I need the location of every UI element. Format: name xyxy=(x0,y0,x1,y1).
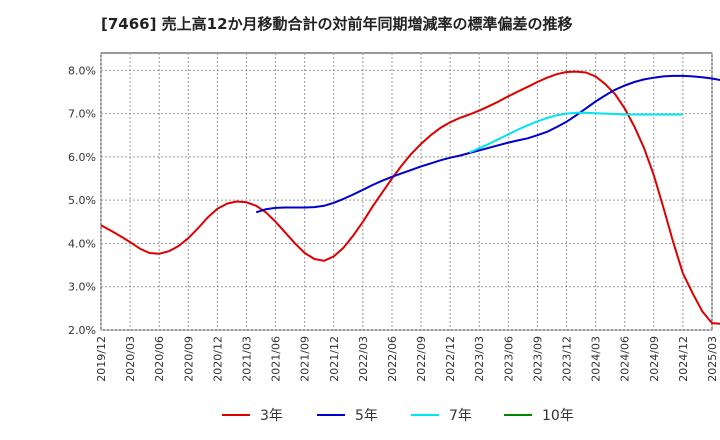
x-tick-label: 2020/12 xyxy=(211,336,224,382)
x-axis: 2019/12 2020/03 2020/06 2020/09 2020/12 2021/… xyxy=(95,336,719,382)
series-line-2 xyxy=(469,111,683,154)
series-lines xyxy=(100,70,720,325)
x-tick-label: 2022/12 xyxy=(444,336,457,382)
y-axis: 2.0% 3.0% 4.0% 5.0% 6.0% 7.0% 8.0% xyxy=(68,64,96,337)
y-tick-label: 5.0% xyxy=(68,194,96,207)
series-line-0 xyxy=(100,70,720,325)
legend: 3年 5年 7年 10年 xyxy=(222,408,574,424)
x-tick-label: 2023/06 xyxy=(502,336,515,382)
x-tick-label: 2019/12 xyxy=(95,336,108,382)
legend-label: 3年 xyxy=(260,408,283,424)
y-tick-label: 6.0% xyxy=(68,151,96,164)
grid xyxy=(100,53,713,331)
y-tick-label: 2.0% xyxy=(68,324,96,337)
plot-area xyxy=(100,52,713,331)
x-tick-label: 2024/03 xyxy=(590,336,603,382)
x-tick-label: 2024/06 xyxy=(619,336,632,382)
x-tick-label: 2024/09 xyxy=(648,336,661,382)
x-tick-label: 2023/09 xyxy=(531,336,544,382)
legend-label: 5年 xyxy=(355,408,378,424)
x-tick-label: 2020/09 xyxy=(182,336,195,382)
y-tick-label: 4.0% xyxy=(68,237,96,250)
legend-label: 7年 xyxy=(449,408,472,424)
x-tick-label: 2024/12 xyxy=(677,336,690,382)
x-tick-label: 2020/06 xyxy=(153,336,166,382)
series-line-1 xyxy=(255,74,720,214)
x-tick-label: 2023/03 xyxy=(473,336,486,382)
y-tick-label: 8.0% xyxy=(68,64,96,77)
x-tick-label: 2021/06 xyxy=(270,336,283,382)
x-tick-label: 2022/06 xyxy=(386,336,399,382)
x-tick-label: 2021/03 xyxy=(240,336,253,382)
x-tick-label: 2021/09 xyxy=(299,336,312,382)
x-tick-label: 2021/12 xyxy=(328,336,341,382)
x-tick-label: 2023/12 xyxy=(561,336,574,382)
y-tick-label: 3.0% xyxy=(68,281,96,294)
x-tick-label: 2020/03 xyxy=(124,336,137,382)
x-tick-label: 2022/03 xyxy=(357,336,370,382)
x-tick-label: 2025/03 xyxy=(706,336,719,382)
legend-label: 10年 xyxy=(542,408,574,424)
chart-title: [7466] 売上高12か月移動合計の対前年同期増減率の標準偏差の推移 xyxy=(101,15,573,33)
x-tick-label: 2022/09 xyxy=(415,336,428,382)
y-tick-label: 7.0% xyxy=(68,108,96,121)
